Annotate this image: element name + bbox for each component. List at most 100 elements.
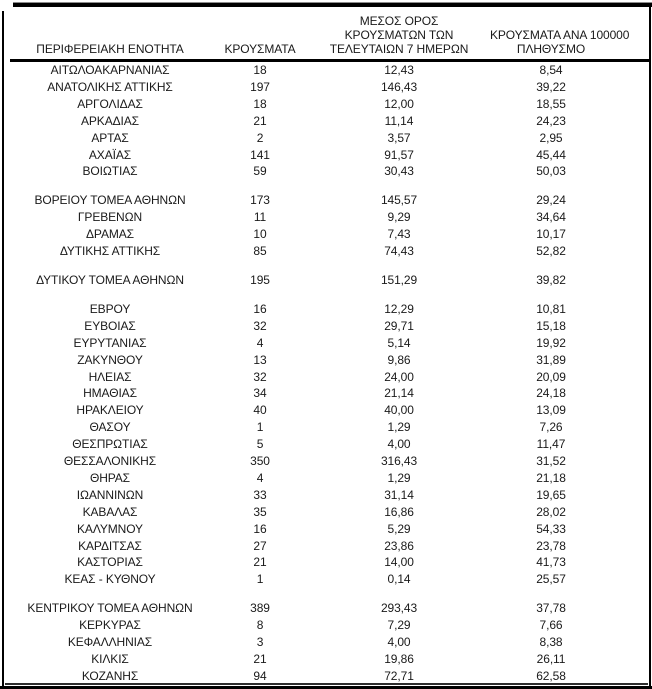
cases-cell: 1 [256,420,264,435]
region-cell: ΚΑΛΥΜΝΟΥ [77,521,143,536]
region-cell: ΔΡΑΜΑΣ [86,227,134,242]
header-avg7: ΜΕΣΟΣ ΟΡΟΣ ΚΡΟΥΣΜΑΤΩΝ ΤΩΝ ΤΕΛΕΥΤΑΙΩΝ 7 Η… [308,6,490,62]
cases-cell: 13 [253,352,267,367]
avg7-cell: 7,29 [387,618,411,633]
cases-cell: 18 [253,63,267,77]
cases-cell: 94 [253,668,267,683]
per100k-cell: 39,22 [536,79,566,94]
per100k-cell: 8,54 [539,63,563,77]
table-bottom-rule [5,683,648,685]
region-cell: ΘΑΣΟΥ [89,420,131,435]
cases-cell: 33 [253,487,267,502]
per100k-cell: 18,55 [536,96,566,111]
header-avg7-line3: ΤΕΛΕΥΤΑΙΩΝ 7 ΗΜΕΡΩΝ [329,42,469,56]
region-cell: ΘΕΣΠΡΩΤΙΑΣ [72,437,148,452]
table-row: ΒΟΡΕΙΟΥ ΤΟΜΕΑ ΑΘΗΝΩΝ 173 145,57 29,24 [8,192,612,209]
per100k-cell: 19,92 [536,335,566,350]
per100k-cell: 7,66 [539,618,563,633]
cases-cell: 195 [250,272,270,287]
cases-cell: 21 [253,113,267,128]
table-right-border [649,3,651,689]
region-cell: ΗΛΕΙΑΣ [88,369,132,384]
spacer-row [8,289,612,301]
per100k-cell: 34,64 [536,210,566,225]
avg7-cell: 29,71 [384,318,414,333]
region-cell: ΚΑΡΔΙΤΣΑΣ [78,538,142,553]
avg7-cell: 74,43 [384,244,414,259]
region-cell: ΘΗΡΑΣ [89,470,131,485]
table-row: ΖΑΚΥΝΘΟΥ 13 9,86 31,89 [8,352,612,369]
region-cell: ΕΥΡΥΤΑΝΙΑΣ [73,335,147,350]
table-row: ΕΒΡΟΥ 16 12,29 10,81 [8,301,612,318]
per100k-cell: 11,47 [536,437,566,452]
avg7-cell: 24,00 [384,369,414,384]
table-row: ΔΥΤΙΚΗΣ ΑΤΤΙΚΗΣ 85 74,43 52,82 [8,243,612,260]
per100k-cell: 2,95 [539,130,563,145]
cases-cell: 141 [250,147,270,162]
header-cases: ΚΡΟΥΣΜΑΤΑ [212,6,308,62]
table-row: ΘΗΡΑΣ 4 1,29 21,18 [8,470,612,487]
spacer-cell [8,289,612,301]
cases-cell: 2 [256,130,264,145]
avg7-cell: 1,29 [387,420,411,435]
avg7-cell: 91,57 [384,147,414,162]
header-region: ΠΕΡΙΦΕΡΕΙΑΚΗ ΕΝΟΤΗΤΑ [8,6,212,62]
avg7-cell: 146,43 [380,79,418,94]
avg7-cell: 1,29 [387,470,411,485]
cases-cell: 1 [256,572,264,587]
avg7-cell: 40,00 [384,403,414,418]
region-cell: ΕΒΡΟΥ [89,301,131,316]
cases-cell: 32 [253,318,267,333]
avg7-cell: 9,29 [387,210,411,225]
avg7-cell: 0,14 [387,572,411,587]
cases-cell: 21 [253,555,267,570]
avg7-cell: 16,86 [384,504,414,519]
table-row: ΑΡΚΑΔΙΑΣ 21 11,14 24,23 [8,113,612,130]
spacer-row [8,588,612,600]
avg7-cell: 4,00 [387,635,411,650]
cases-cell: 32 [253,369,267,384]
region-cell: ΚΑΣΤΟΡΙΑΣ [77,555,143,570]
per100k-cell: 10,17 [536,227,566,242]
per100k-cell: 26,11 [536,652,566,666]
header-region-label: ΠΕΡΙΦΕΡΕΙΑΚΗ ΕΝΟΤΗΤΑ [36,42,184,56]
table-row: ΚΑΒΑΛΑΣ 35 16,86 28,02 [8,504,612,521]
header-per100k-line2: ΠΛΗΘΥΣΜΟ [516,42,586,56]
table-row: ΔΥΤΙΚΟΥ ΤΟΜΕΑ ΑΘΗΝΩΝ 195 151,29 39,82 [8,272,612,289]
avg7-cell: 151,29 [380,272,418,287]
header-avg7-line1: ΜΕΣΟΣ ΟΡΟΣ [359,14,439,28]
table-row: ΓΡΕΒΕΝΩΝ 11 9,29 34,64 [8,209,612,226]
avg7-cell: 72,71 [384,668,414,683]
table-row: ΑΝΑΤΟΛΙΚΗΣ ΑΤΤΙΚΗΣ 197 146,43 39,22 [8,79,612,96]
cases-cell: 27 [253,538,267,553]
cases-cell: 16 [253,301,267,316]
per100k-cell: 20,09 [536,369,566,384]
table-row: ΑΡΤΑΣ 2 3,57 2,95 [8,130,612,147]
table-row: ΘΕΣΠΡΩΤΙΑΣ 5 4,00 11,47 [8,436,612,453]
cases-cell: 8 [256,618,264,633]
cases-cell: 389 [250,601,270,616]
avg7-cell: 31,14 [384,487,414,502]
region-cell: ΚΕΦΑΛΛΗΝΙΑΣ [67,635,153,650]
avg7-cell: 5,14 [387,335,411,350]
table-row: ΚΑΛΥΜΝΟΥ 16 5,29 54,33 [8,521,612,538]
cases-cell: 34 [253,386,267,401]
per100k-cell: 21,18 [536,470,566,485]
per100k-cell: 15,18 [536,318,566,333]
table-row: ΑΧΑΪΑΣ 141 91,57 45,44 [8,147,612,164]
table-body: ΑΙΤΩΛΟΑΚΑΡΝΑΝΙΑΣ 18 12,43 8,54 ΑΝΑΤΟΛΙΚΗΣ ΑΤ… [8,62,612,685]
header-avg7-line2: ΚΡΟΥΣΜΑΤΩΝ ΤΩΝ [344,28,454,42]
table-row: ΚΟΖΑΝΗΣ 94 72,71 62,58 [8,668,612,685]
cases-cell: 21 [253,652,267,666]
per100k-cell: 24,23 [536,113,566,128]
cases-cell: 3 [256,635,264,650]
cases-cell: 18 [253,96,267,111]
per100k-cell: 50,03 [536,164,566,179]
avg7-cell: 12,43 [384,63,414,77]
region-cell: ΚΑΒΑΛΑΣ [82,504,138,519]
cases-cell: 16 [253,521,267,536]
table-row: ΚΕΡΚΥΡΑΣ 8 7,29 7,66 [8,617,612,634]
cases-cell: 4 [256,335,264,350]
header-per100k-line1: ΚΡΟΥΣΜΑΤΑ ΑΝΑ 100000 [490,28,630,42]
cases-cell: 4 [256,470,264,485]
